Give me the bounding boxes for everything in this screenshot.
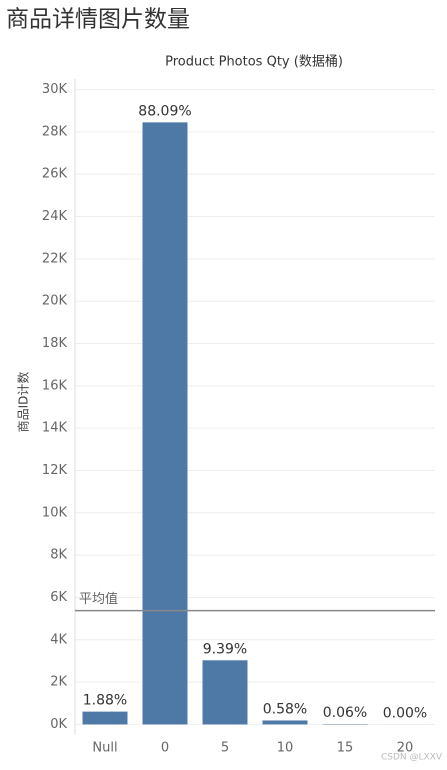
y-tick-label: 0K: [50, 717, 67, 732]
x-tick-label: 5: [221, 741, 229, 756]
chart-title: Product Photos Qty (数据桶): [165, 55, 343, 70]
bar: [203, 660, 248, 724]
data-label: 1.88%: [83, 693, 127, 709]
y-tick-label: 30K: [42, 82, 68, 97]
y-tick-label: 8K: [50, 548, 67, 563]
page-title: 商品详情图片数量: [6, 7, 190, 33]
y-tick-label: 16K: [42, 378, 68, 393]
y-tick-label: 18K: [42, 336, 68, 351]
bar: [143, 122, 188, 724]
y-tick-label: 20K: [42, 294, 68, 309]
x-tick-label: 20: [397, 741, 414, 756]
y-tick-label: 14K: [42, 421, 68, 436]
reference-label: 平均值: [79, 591, 118, 607]
y-tick-label: 28K: [42, 124, 68, 139]
x-tick-label: 10: [277, 741, 294, 756]
y-tick-label: 6K: [50, 590, 67, 605]
x-tick-label: 0: [161, 741, 169, 756]
y-tick-label: 26K: [42, 167, 68, 182]
data-label: 0.58%: [263, 701, 307, 717]
x-tick-label: Null: [92, 741, 117, 756]
y-tick-label: 4K: [50, 632, 67, 647]
y-axis-label: 商品ID计数: [16, 372, 31, 433]
data-label: 88.09%: [138, 103, 191, 119]
bar: [263, 720, 308, 724]
y-tick-label: 22K: [42, 251, 68, 266]
y-tick-label: 12K: [42, 463, 68, 478]
bar: [83, 712, 128, 725]
x-tick-label: 15: [337, 741, 354, 756]
data-label: 0.06%: [323, 705, 367, 721]
data-label: 0.00%: [383, 705, 427, 721]
data-label: 9.39%: [203, 641, 247, 657]
y-tick-label: 24K: [42, 209, 68, 224]
y-tick-label: 10K: [42, 505, 68, 520]
y-tick-label: 2K: [50, 675, 67, 690]
